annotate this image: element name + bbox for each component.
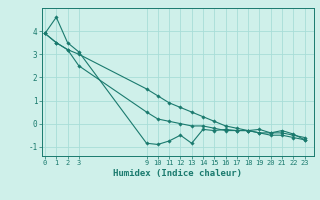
X-axis label: Humidex (Indice chaleur): Humidex (Indice chaleur) <box>113 169 242 178</box>
